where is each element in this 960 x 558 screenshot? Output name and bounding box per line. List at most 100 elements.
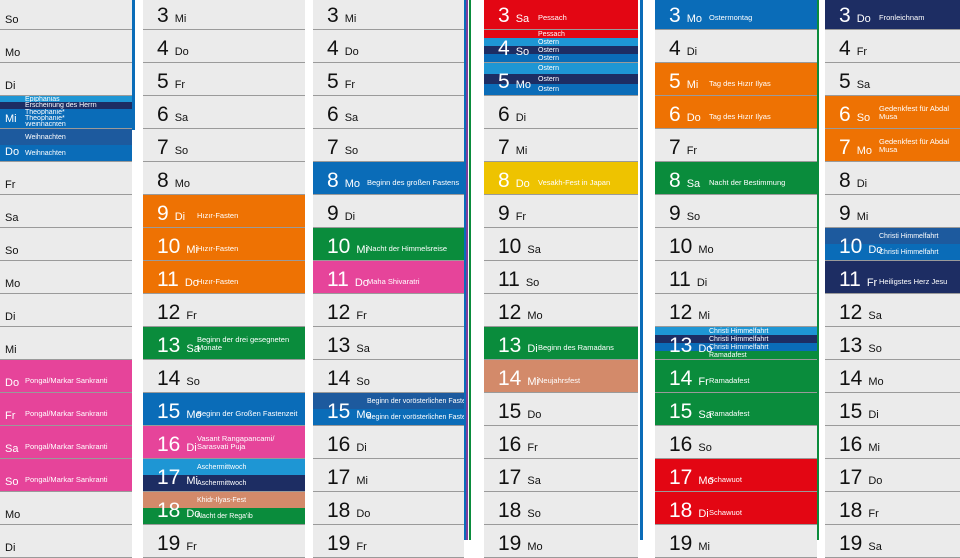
day-row[interactable]: 7 So <box>143 129 305 162</box>
day-row[interactable]: Beginn der Großen Fastenzeit 15 Mo <box>143 393 305 426</box>
event-label[interactable]: Pongal/Markar Sankranti <box>0 426 132 458</box>
day-row[interactable]: 3 Mi <box>313 0 464 30</box>
day-row[interactable]: 9 Di <box>313 195 464 228</box>
event-label[interactable]: Christi Himmelfahrt <box>825 228 960 244</box>
event-label[interactable]: Khidr-Ilyas-Fest <box>143 492 305 508</box>
day-row[interactable]: Mo <box>0 30 132 63</box>
event-label[interactable]: Beginn des Ramadans <box>484 327 638 359</box>
event-label[interactable]: Schawuot <box>655 459 817 491</box>
day-row[interactable]: 12 Sa <box>825 294 960 327</box>
day-row[interactable]: Pessach 3 Sa <box>484 0 638 30</box>
day-row[interactable]: 12 Fr <box>313 294 464 327</box>
day-row[interactable]: 15 Di <box>825 393 960 426</box>
day-row[interactable]: Christi Himmelfahrt Christi Himmelfahrt Ch… <box>655 327 817 360</box>
event-label[interactable]: Tag des Hızır Ilyas <box>655 96 817 128</box>
day-row[interactable]: Tag des Hızır Ilyas 6 Do <box>655 96 817 129</box>
day-row[interactable]: 4 Do <box>143 30 305 63</box>
event-label[interactable]: Beginn der vorösterlichen Fastenzeit <box>313 393 464 409</box>
event-label[interactable]: Beginn des großen Fastens <box>313 162 464 194</box>
day-row[interactable]: 17 Mi <box>313 459 464 492</box>
day-row[interactable]: Mo <box>0 492 132 525</box>
day-row[interactable]: Aschermittwoch Aschermittwoch 17 Mi <box>143 459 305 492</box>
day-row[interactable]: Beginn des Ramadans 13 Di <box>484 327 638 360</box>
day-row[interactable]: So <box>0 0 132 30</box>
day-row[interactable]: Sa <box>0 195 132 228</box>
day-row[interactable]: 3 Mi <box>143 0 305 30</box>
day-row[interactable]: Vesakh-Fest in Japan 8 Do <box>484 162 638 195</box>
event-label[interactable]: Christi Himmelfahrt <box>825 244 960 260</box>
event-label[interactable]: Weihnachten <box>0 145 132 161</box>
event-label[interactable]: Maha Shivaratri <box>313 261 464 293</box>
event-label[interactable]: Nacht der Rega'ib <box>143 508 305 524</box>
event-label[interactable]: Beginn der vorösterlichen Fastenzeit <box>313 409 464 425</box>
day-row[interactable]: Pongal/Markar Sankranti Sa <box>0 426 132 459</box>
day-row[interactable]: Nacht der Bestimmung 8 Sa <box>655 162 817 195</box>
day-row[interactable]: Beginn der vorösterlichen FastenzeitBegi… <box>313 393 464 426</box>
day-row[interactable]: Ramadafest 14 Fr <box>655 360 817 393</box>
day-row[interactable]: 16 So <box>655 426 817 459</box>
event-label[interactable]: Nacht der Bestimmung <box>655 162 817 194</box>
day-row[interactable]: 19 Fr <box>313 525 464 558</box>
day-row[interactable]: 17 Sa <box>484 459 638 492</box>
day-row[interactable]: 4 Do <box>313 30 464 63</box>
day-row[interactable]: Nacht der Himmelsreise 10 Mi <box>313 228 464 261</box>
day-row[interactable]: 14 Mo <box>825 360 960 393</box>
day-row[interactable]: 17 Do <box>825 459 960 492</box>
day-row[interactable]: 6 Sa <box>143 96 305 129</box>
day-row[interactable]: Pongal/Markar Sankranti So <box>0 459 132 492</box>
day-row[interactable]: Vasant Rangapancami/ Sarasvati Puja 16 Di <box>143 426 305 459</box>
event-label[interactable]: Gedenkfest für Abdal Musa <box>825 129 960 161</box>
day-row[interactable]: 8 Di <box>825 162 960 195</box>
event-label[interactable]: Beginn der Großen Fastenzeit <box>143 393 305 425</box>
day-row[interactable]: Christi Himmelfahrt Christi Himmelfahrt 10… <box>825 228 960 261</box>
day-row[interactable]: Hızır-Fasten 9 Di <box>143 195 305 228</box>
event-label[interactable]: Weihnachten <box>0 129 132 145</box>
day-row[interactable]: 9 Fr <box>484 195 638 228</box>
day-row[interactable]: Schawuot 18 Di <box>655 492 817 525</box>
day-row[interactable]: Hızır-Fasten 10 Mi <box>143 228 305 261</box>
day-row[interactable]: Di <box>0 294 132 327</box>
event-label[interactable]: Vasant Rangapancami/ Sarasvati Puja <box>143 426 305 458</box>
day-row[interactable]: 10 Sa <box>484 228 638 261</box>
event-label[interactable]: Neujahrsfest <box>484 360 638 392</box>
day-row[interactable]: Mo <box>0 261 132 294</box>
day-row[interactable]: 14 So <box>313 360 464 393</box>
day-row[interactable]: Mi <box>0 327 132 360</box>
day-row[interactable]: 7 Mi <box>484 129 638 162</box>
day-row[interactable]: 12 Mo <box>484 294 638 327</box>
day-row[interactable]: Pongal/Markar Sankranti Fr <box>0 393 132 426</box>
event-label[interactable]: Ostern <box>484 46 638 54</box>
day-row[interactable]: 5 Sa <box>825 63 960 96</box>
day-row[interactable]: Pessach Ostern Ostern Ostern 4 So <box>484 30 638 63</box>
event-label[interactable]: Gedenkfest für Abdal Musa <box>825 96 960 128</box>
day-row[interactable]: 5 Fr <box>143 63 305 96</box>
event-label[interactable]: Hızır-Fasten <box>143 261 305 293</box>
day-row[interactable]: 18 So <box>484 492 638 525</box>
day-row[interactable]: Hızır-Fasten 11 Do <box>143 261 305 294</box>
day-row[interactable]: 19 Mo <box>484 525 638 558</box>
event-label[interactable]: Pessach <box>484 30 638 38</box>
event-label[interactable]: Aschermittwoch <box>143 459 305 475</box>
day-row[interactable]: 9 Mi <box>825 195 960 228</box>
event-label[interactable]: Theophanie* <box>0 115 132 122</box>
day-row[interactable]: Beginn des großen Fastens 8 Mo <box>313 162 464 195</box>
event-label[interactable]: Ostern <box>484 63 638 74</box>
event-label[interactable]: Heiligstes Herz Jesu <box>825 261 960 293</box>
day-row[interactable]: 9 So <box>655 195 817 228</box>
event-label[interactable]: Aschermittwoch <box>143 475 305 491</box>
event-label[interactable]: Christi Himmelfahrt <box>655 327 817 335</box>
day-row[interactable]: 7 So <box>313 129 464 162</box>
day-row[interactable]: 16 Fr <box>484 426 638 459</box>
event-label[interactable]: Ostern <box>484 38 638 46</box>
event-label[interactable]: Erscheinung des Herrn <box>0 102 132 109</box>
day-row[interactable]: 4 Fr <box>825 30 960 63</box>
event-label[interactable]: Ostern <box>484 73 638 85</box>
day-row[interactable]: 8 Mo <box>143 162 305 195</box>
day-row[interactable]: 16 Mi <box>825 426 960 459</box>
day-row[interactable]: Khidr-Ilyas-Fest Nacht der Rega'ib 18 Do <box>143 492 305 525</box>
event-label[interactable]: Tag des Hızır Ilyas <box>655 63 817 95</box>
event-label[interactable]: Hızır-Fasten <box>143 195 305 227</box>
day-row[interactable]: 4 Di <box>655 30 817 63</box>
day-row[interactable]: Fr <box>0 162 132 195</box>
event-label[interactable]: Nacht der Himmelsreise <box>313 228 464 260</box>
